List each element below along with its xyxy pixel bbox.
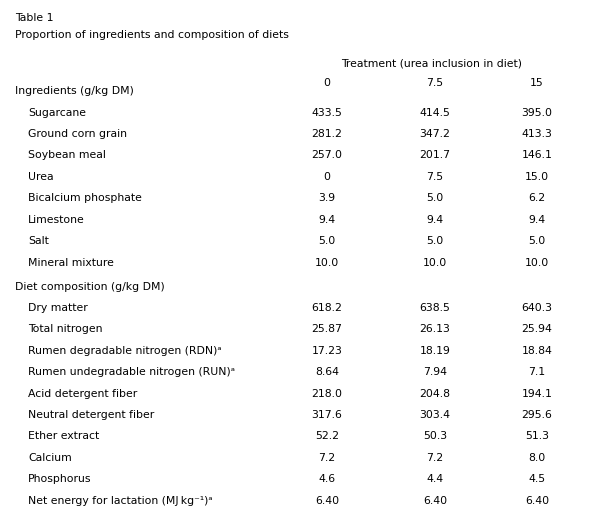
Text: Ether extract: Ether extract <box>28 431 100 441</box>
Text: 25.87: 25.87 <box>311 324 343 334</box>
Text: 4.4: 4.4 <box>427 473 443 484</box>
Text: 281.2: 281.2 <box>311 129 343 139</box>
Text: 218.0: 218.0 <box>311 388 343 398</box>
Text: 17.23: 17.23 <box>311 345 343 355</box>
Text: 618.2: 618.2 <box>311 302 343 313</box>
Text: Treatment (urea inclusion in diet): Treatment (urea inclusion in diet) <box>341 59 523 69</box>
Text: 194.1: 194.1 <box>521 388 553 398</box>
Text: 9.4: 9.4 <box>319 214 335 224</box>
Text: 7.5: 7.5 <box>427 172 443 182</box>
Text: 4.5: 4.5 <box>529 473 545 484</box>
Text: 10.0: 10.0 <box>315 257 339 267</box>
Text: 9.4: 9.4 <box>529 214 545 224</box>
Text: 5.0: 5.0 <box>427 193 443 203</box>
Text: 5.0: 5.0 <box>427 236 443 246</box>
Text: Table 1: Table 1 <box>15 13 53 23</box>
Text: 8.0: 8.0 <box>529 452 545 462</box>
Text: Neutral detergent fiber: Neutral detergent fiber <box>28 409 154 419</box>
Text: Ingredients (g/kg DM): Ingredients (g/kg DM) <box>15 86 134 96</box>
Text: 5.0: 5.0 <box>529 236 545 246</box>
Text: Soybean meal: Soybean meal <box>28 150 106 160</box>
Text: 414.5: 414.5 <box>419 107 451 118</box>
Text: 295.6: 295.6 <box>521 409 553 419</box>
Text: 50.3: 50.3 <box>423 431 447 441</box>
Text: 640.3: 640.3 <box>521 302 553 313</box>
Text: 317.6: 317.6 <box>311 409 343 419</box>
Text: 257.0: 257.0 <box>311 150 343 160</box>
Text: 146.1: 146.1 <box>521 150 553 160</box>
Text: Net energy for lactation (MJ kg⁻¹)ᵃ: Net energy for lactation (MJ kg⁻¹)ᵃ <box>28 495 213 505</box>
Text: 395.0: 395.0 <box>521 107 553 118</box>
Text: 7.5: 7.5 <box>427 78 443 88</box>
Text: 26.13: 26.13 <box>419 324 451 334</box>
Text: Mineral mixture: Mineral mixture <box>28 257 114 267</box>
Text: Urea: Urea <box>28 172 54 182</box>
Text: 5.0: 5.0 <box>319 236 335 246</box>
Text: Acid detergent fiber: Acid detergent fiber <box>28 388 137 398</box>
Text: 10.0: 10.0 <box>423 257 447 267</box>
Text: Phosphorus: Phosphorus <box>28 473 92 484</box>
Text: 0: 0 <box>323 172 331 182</box>
Text: Sugarcane: Sugarcane <box>28 107 86 118</box>
Text: 18.19: 18.19 <box>419 345 451 355</box>
Text: 7.2: 7.2 <box>427 452 443 462</box>
Text: Rumen degradable nitrogen (RDN)ᵃ: Rumen degradable nitrogen (RDN)ᵃ <box>28 345 222 355</box>
Text: 201.7: 201.7 <box>419 150 451 160</box>
Text: 433.5: 433.5 <box>311 107 343 118</box>
Text: 6.40: 6.40 <box>525 495 549 505</box>
Text: 15: 15 <box>530 78 544 88</box>
Text: 413.3: 413.3 <box>521 129 553 139</box>
Text: Bicalcium phosphate: Bicalcium phosphate <box>28 193 142 203</box>
Text: 9.4: 9.4 <box>427 214 443 224</box>
Text: 638.5: 638.5 <box>419 302 451 313</box>
Text: Salt: Salt <box>28 236 49 246</box>
Text: 6.40: 6.40 <box>315 495 339 505</box>
Text: Rumen undegradable nitrogen (RUN)ᵃ: Rumen undegradable nitrogen (RUN)ᵃ <box>28 366 235 377</box>
Text: 6.2: 6.2 <box>529 193 545 203</box>
Text: Total nitrogen: Total nitrogen <box>28 324 103 334</box>
Text: 6.40: 6.40 <box>423 495 447 505</box>
Text: 3.9: 3.9 <box>319 193 335 203</box>
Text: 10.0: 10.0 <box>525 257 549 267</box>
Text: Dry matter: Dry matter <box>28 302 88 313</box>
Text: 15.0: 15.0 <box>525 172 549 182</box>
Text: 52.2: 52.2 <box>315 431 339 441</box>
Text: Calcium: Calcium <box>28 452 72 462</box>
Text: Limestone: Limestone <box>28 214 85 224</box>
Text: 25.94: 25.94 <box>521 324 553 334</box>
Text: 204.8: 204.8 <box>419 388 451 398</box>
Text: 303.4: 303.4 <box>419 409 451 419</box>
Text: 4.6: 4.6 <box>319 473 335 484</box>
Text: 51.3: 51.3 <box>525 431 549 441</box>
Text: 8.64: 8.64 <box>315 366 339 377</box>
Text: Diet composition (g/kg DM): Diet composition (g/kg DM) <box>15 281 165 291</box>
Text: 347.2: 347.2 <box>419 129 451 139</box>
Text: 7.1: 7.1 <box>529 366 545 377</box>
Text: 18.84: 18.84 <box>521 345 553 355</box>
Text: 0: 0 <box>323 78 331 88</box>
Text: Ground corn grain: Ground corn grain <box>28 129 127 139</box>
Text: Proportion of ingredients and composition of diets: Proportion of ingredients and compositio… <box>15 30 289 40</box>
Text: 7.94: 7.94 <box>423 366 447 377</box>
Text: 7.2: 7.2 <box>319 452 335 462</box>
